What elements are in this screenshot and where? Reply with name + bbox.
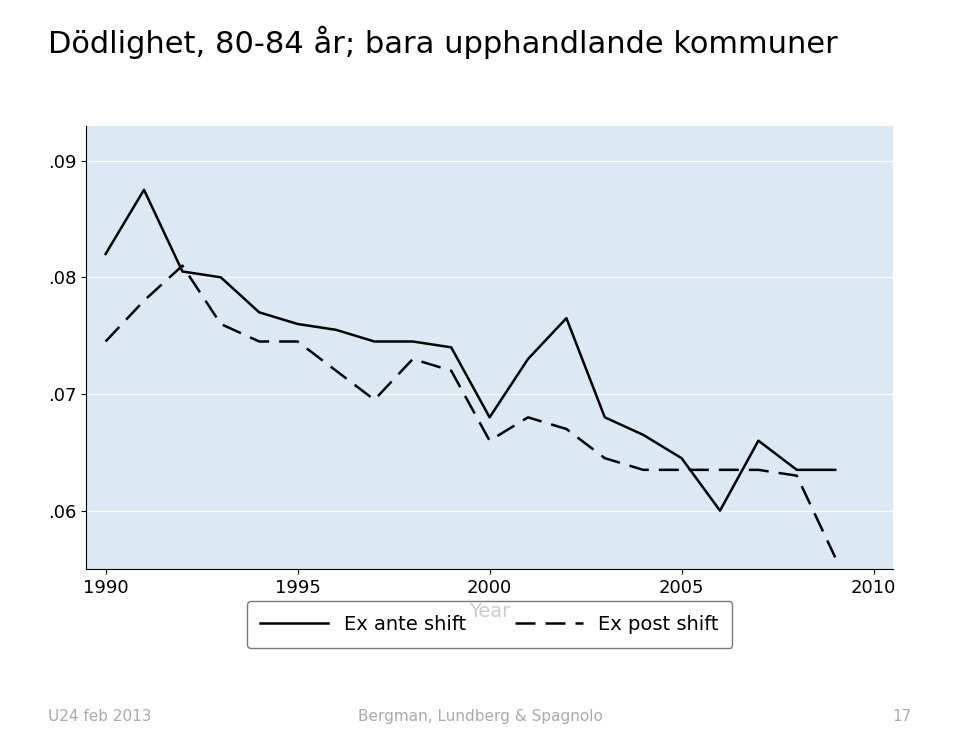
- X-axis label: Year: Year: [469, 602, 510, 621]
- Text: Bergman, Lundberg & Spagnolo: Bergman, Lundberg & Spagnolo: [357, 709, 603, 724]
- Text: 17: 17: [893, 709, 912, 724]
- Text: Dödlighet, 80-84 år; bara upphandlande kommuner: Dödlighet, 80-84 år; bara upphandlande k…: [48, 26, 838, 59]
- Text: U24 feb 2013: U24 feb 2013: [48, 709, 152, 724]
- Legend: Ex ante shift, Ex post shift: Ex ante shift, Ex post shift: [247, 602, 732, 647]
